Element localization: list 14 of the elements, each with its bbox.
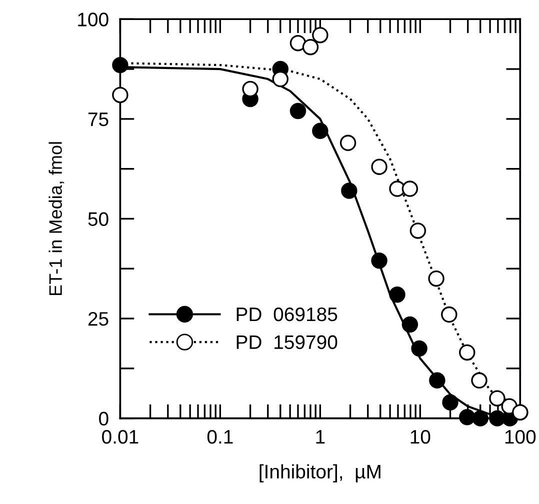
legend-label: PD 069185: [236, 307, 338, 322]
x-tick-label: 0.1: [207, 430, 233, 444]
y-tick-label: 25: [88, 312, 108, 326]
x-tick-label: 1: [316, 430, 325, 444]
y-tick-label: 0: [99, 412, 108, 426]
legend-label: PD 159790: [236, 335, 338, 350]
x-axis-title: [Inhibitor], µM: [260, 464, 380, 482]
y-tick-label: 75: [88, 112, 108, 126]
x-tick-label: 100: [505, 430, 536, 444]
y-tick-label: 50: [88, 212, 108, 226]
y-axis-title: ET-1 in Media, fmol: [48, 142, 64, 296]
y-tick-label: 100: [78, 12, 108, 26]
x-tick-label: 0.01: [102, 430, 138, 444]
x-tick-label: 10: [410, 430, 430, 444]
